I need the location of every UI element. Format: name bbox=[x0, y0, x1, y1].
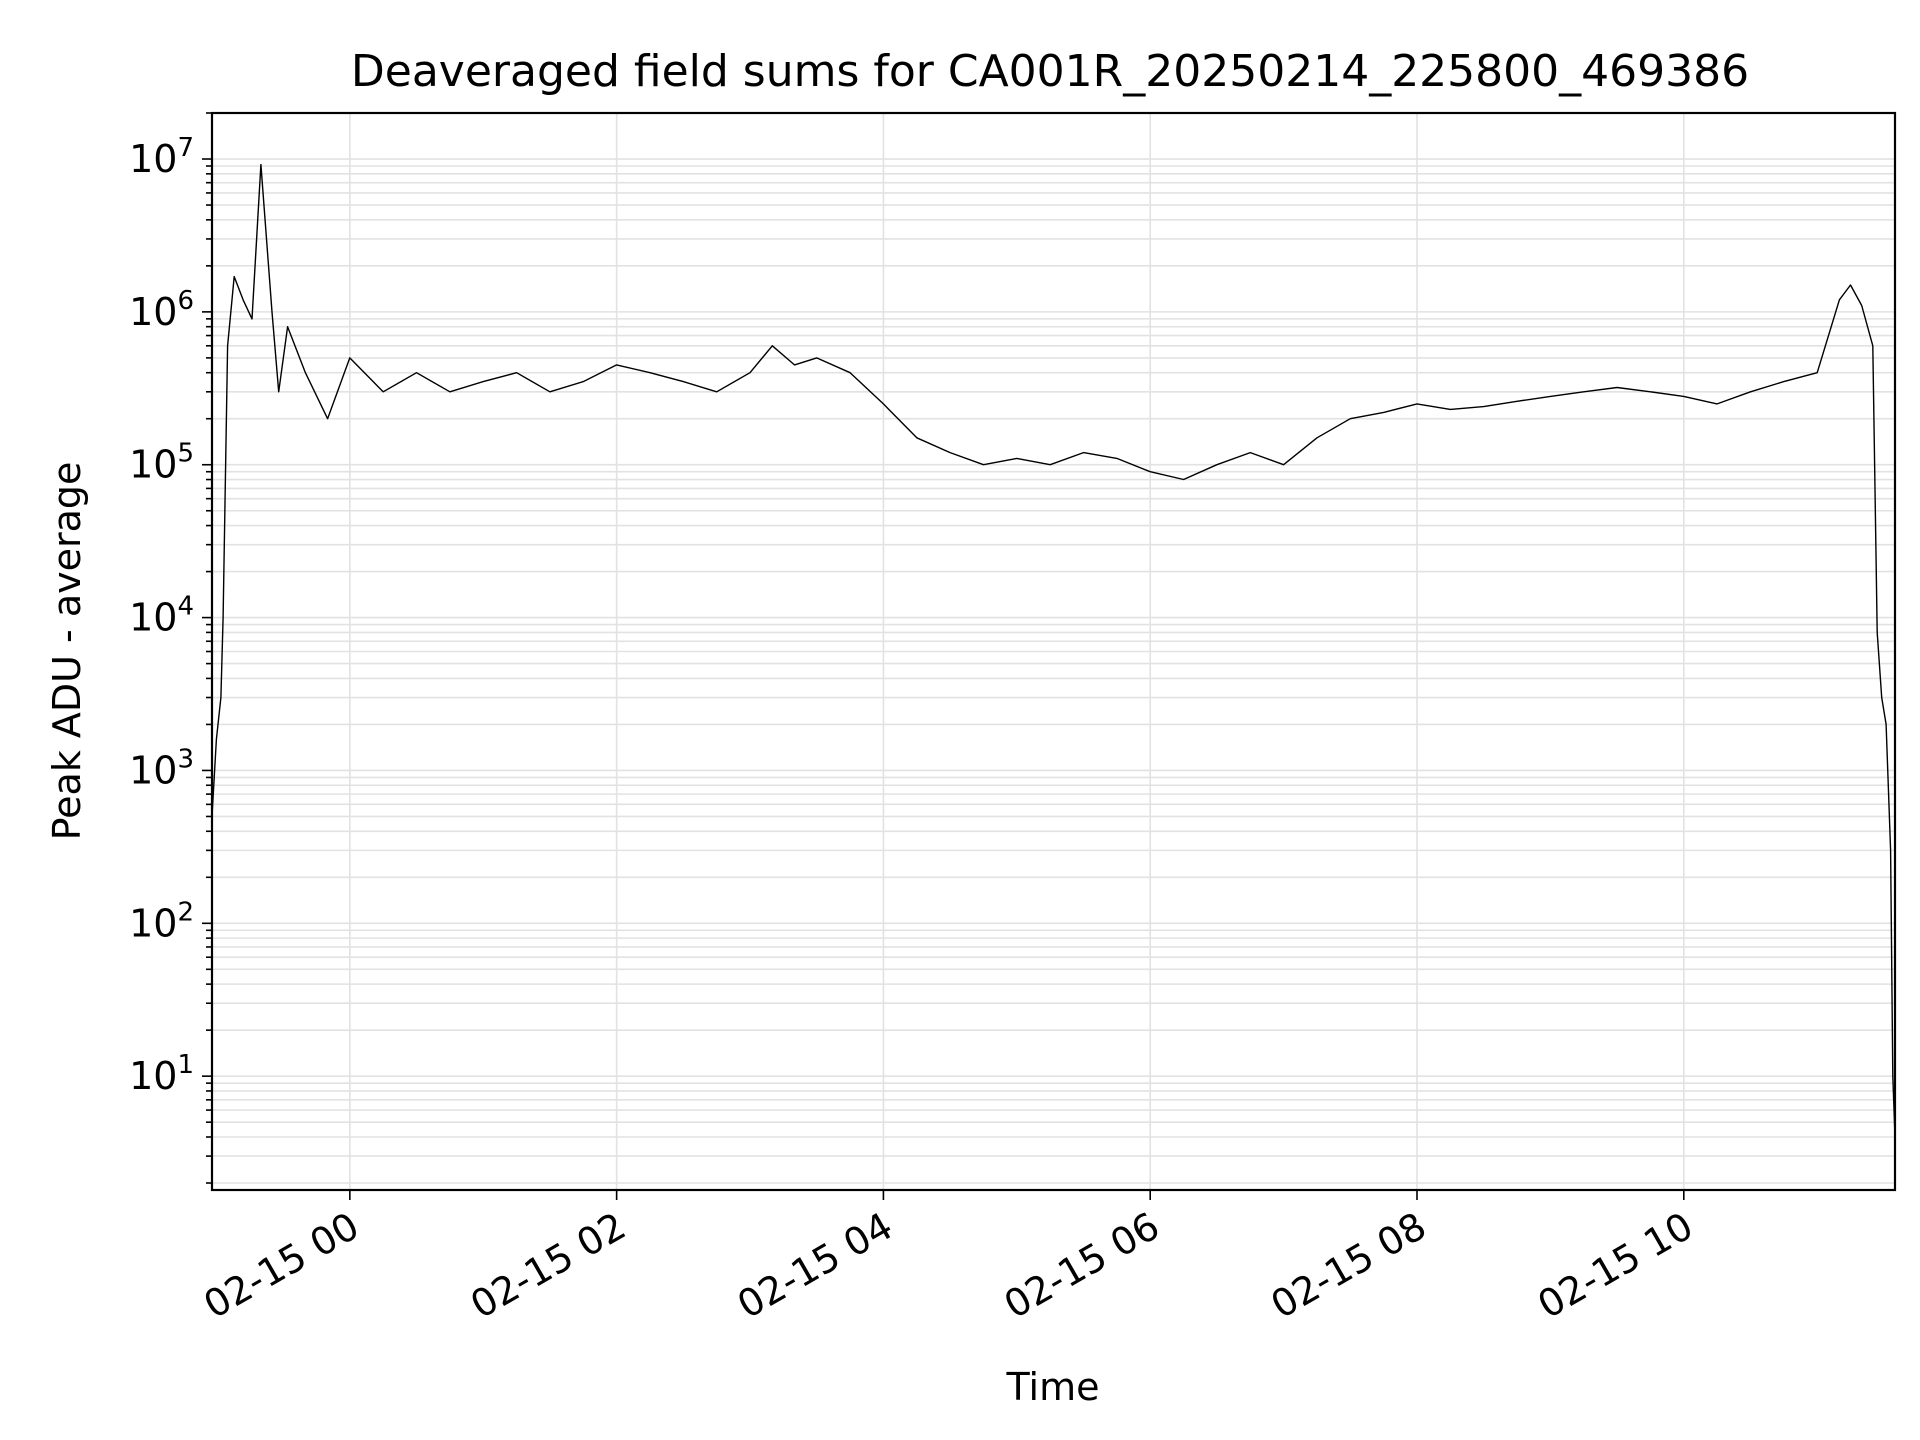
y-tick-label: 104 bbox=[129, 592, 194, 640]
y-tick-label: 105 bbox=[129, 439, 194, 487]
y-tick-label: 106 bbox=[129, 286, 194, 334]
x-tick-label: 02-15 02 bbox=[463, 1204, 633, 1328]
y-tick-label: 103 bbox=[129, 744, 194, 792]
data-layer bbox=[211, 163, 1896, 1138]
y-tick-label: 102 bbox=[129, 897, 194, 945]
x-tick-label: 02-15 06 bbox=[997, 1204, 1167, 1328]
chart-title: Deaveraged field sums for CA001R_2025021… bbox=[351, 46, 1749, 97]
y-tick-label: 101 bbox=[129, 1050, 194, 1098]
x-tick-label: 02-15 04 bbox=[730, 1204, 900, 1328]
x-tick-label: 02-15 08 bbox=[1264, 1204, 1434, 1328]
series-line bbox=[211, 163, 1896, 1138]
x-tick-label: 02-15 10 bbox=[1530, 1204, 1700, 1328]
x-tick-label: 02-15 00 bbox=[196, 1204, 366, 1328]
x-axis-label: Time bbox=[1006, 1365, 1100, 1409]
axis-ticks: 101 102 103 104 105 106 107 02-15 00 02-15 02 02-… bbox=[129, 112, 1700, 1328]
y-axis-label: Peak ADU - average bbox=[45, 462, 89, 841]
y-tick-label: 107 bbox=[129, 133, 194, 181]
grid bbox=[212, 112, 1895, 1190]
